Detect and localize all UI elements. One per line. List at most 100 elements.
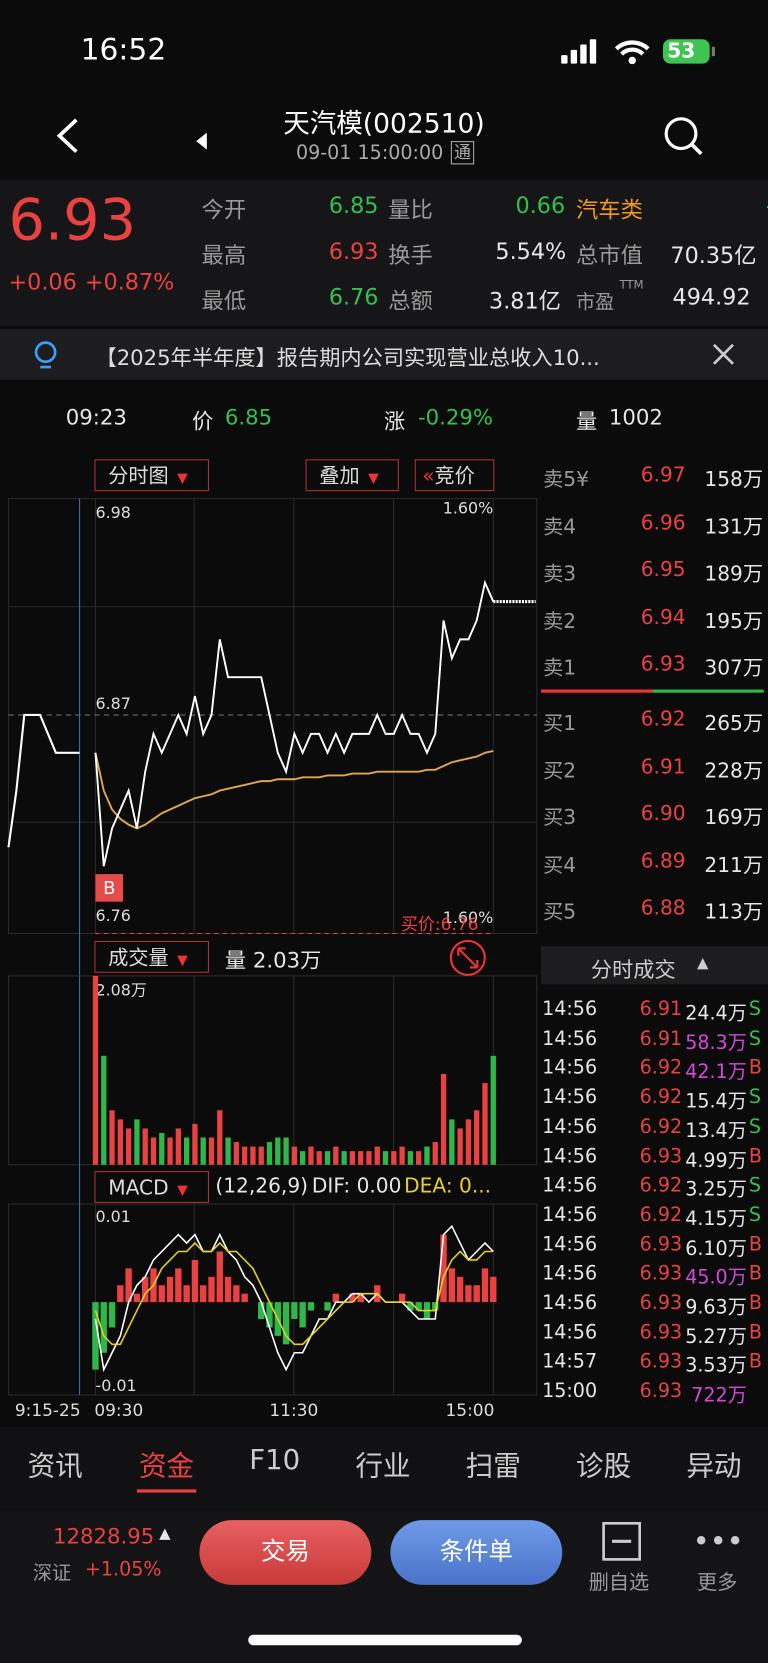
volume-bar [457, 1128, 463, 1165]
more-icon[interactable] [695, 1533, 742, 1548]
trade-side: S [748, 998, 762, 1021]
status-time: 16:52 [80, 31, 167, 67]
volume-bar [266, 1142, 273, 1165]
tab[interactable]: 行业 [355, 1451, 411, 1483]
expand-button[interactable] [447, 939, 489, 977]
trade-price: 6.92 [639, 1086, 683, 1109]
news-banner[interactable] [0, 328, 768, 380]
volume-bar [217, 1110, 223, 1165]
volume-bar [150, 1137, 157, 1165]
trade-side: B [748, 1292, 763, 1315]
macd-bar [440, 1234, 447, 1303]
buy-price: 买价:6.76 [401, 915, 478, 935]
close-banner[interactable] [711, 342, 736, 367]
book-volume: 228万 [704, 759, 763, 783]
trade-side: B [748, 1262, 763, 1285]
trade-side: S [748, 1027, 762, 1050]
trade-button[interactable]: 交易 [199, 1520, 372, 1585]
trade-side: B [748, 1145, 763, 1168]
book-price: 6.91 [640, 754, 686, 779]
tab[interactable]: 资讯 [27, 1451, 83, 1483]
dea-line [94, 1241, 494, 1346]
quote-value: 494.92 [672, 284, 751, 310]
view-label: 分时图 [108, 464, 169, 488]
buy-marker-bg [95, 874, 124, 902]
volume-bar [465, 1119, 472, 1165]
trades-arrow[interactable]: ▲ [696, 954, 709, 972]
tab[interactable]: 异动 [686, 1451, 742, 1483]
book-label: 买2 [543, 759, 577, 783]
volume-bar [183, 1137, 190, 1165]
trade-price: 6.92 [639, 1174, 683, 1197]
quote-label: 最高 [201, 242, 247, 269]
overlay-selector[interactable]: 叠加 ▼ [305, 459, 399, 492]
back-button[interactable] [53, 117, 85, 155]
trade-side: S [748, 1203, 762, 1227]
volume-current: 量 2.03万 [224, 947, 322, 973]
trade-side: B [748, 1233, 763, 1256]
book-price: 6.93 [640, 652, 686, 676]
book-label: 卖1 [543, 656, 577, 680]
volume-bar [283, 1137, 289, 1165]
trade-time: 14:56 [542, 998, 598, 1021]
macd-tick-label: 0.01 [95, 1207, 130, 1226]
trade-time: 14:56 [542, 1115, 598, 1139]
trade-side: B [748, 1350, 763, 1374]
volume-selector[interactable]: 成交量 ▼ [94, 940, 209, 973]
remove-icon[interactable] [601, 1521, 641, 1561]
trade-side: B [748, 1321, 763, 1344]
remove-label[interactable]: 删自选 [588, 1571, 650, 1595]
buy-marker: B [103, 878, 115, 899]
volume-bar [341, 1151, 347, 1165]
time-label: 9:15-25 [15, 1401, 81, 1421]
quote-value: 0.66 [515, 193, 566, 219]
tab[interactable]: F10 [249, 1444, 301, 1477]
trade-price: 6.93 [639, 1321, 683, 1344]
search-button[interactable] [662, 115, 704, 157]
volume-bar [208, 1137, 215, 1165]
trade-volume: 9.63万 [685, 1296, 747, 1319]
macd-bar [258, 1302, 265, 1320]
volume-bar [374, 1146, 380, 1165]
trade-volume: 24.4万 [685, 1002, 747, 1025]
time-label: 15:00 [445, 1401, 494, 1421]
macd-bar [175, 1268, 182, 1303]
view-selector[interactable]: 分时图 ▼ [94, 459, 209, 492]
macd-bar [233, 1285, 240, 1303]
book-volume: 211万 [704, 853, 763, 877]
tab[interactable]: 资金 [138, 1451, 195, 1483]
tab[interactable]: 扫雷 [465, 1451, 521, 1483]
prev-stock[interactable] [194, 132, 209, 151]
cross-change-label: 涨 [384, 408, 406, 434]
quote-label: 总额 [388, 288, 433, 314]
index-name: 深证 [32, 1562, 72, 1585]
book-label: 买4 [543, 853, 577, 877]
volume-bar [490, 1055, 496, 1165]
index-change: +1.05% [84, 1558, 162, 1581]
pct-bottom: 1.60% [443, 908, 494, 927]
more-label[interactable]: 更多 [696, 1571, 738, 1595]
macd-bar [241, 1293, 248, 1303]
trades-title: 分时成交 [590, 956, 676, 983]
quote-value: 6.76 [328, 284, 379, 310]
trade-price: 6.93 [639, 1145, 683, 1168]
macd-bar [465, 1285, 472, 1303]
trade-side: S [748, 1174, 762, 1197]
trade-volume: 3.25万 [685, 1178, 747, 1202]
tab[interactable]: 诊股 [575, 1451, 632, 1483]
macd-params: (12,26,9) [215, 1174, 309, 1198]
macd-bar [125, 1268, 132, 1303]
volume-bar [275, 1137, 281, 1165]
macd-bar [133, 1293, 141, 1303]
macd-selector[interactable]: MACD ▼ [94, 1171, 209, 1203]
macd-bar [142, 1276, 149, 1303]
volume-bar [324, 1151, 331, 1165]
macd-bar [448, 1268, 456, 1303]
chart-area: 6.986.876.761.60%1.60%买价:6.76B2.08万0.01-… [7, 498, 538, 1421]
y-tick-label: 6.87 [95, 694, 130, 713]
index-value: 12828.95 [53, 1523, 155, 1549]
auction-toggle[interactable]: «竞价 [414, 459, 495, 492]
price-line [94, 579, 495, 867]
condition-button[interactable]: 条件单 [390, 1520, 563, 1585]
